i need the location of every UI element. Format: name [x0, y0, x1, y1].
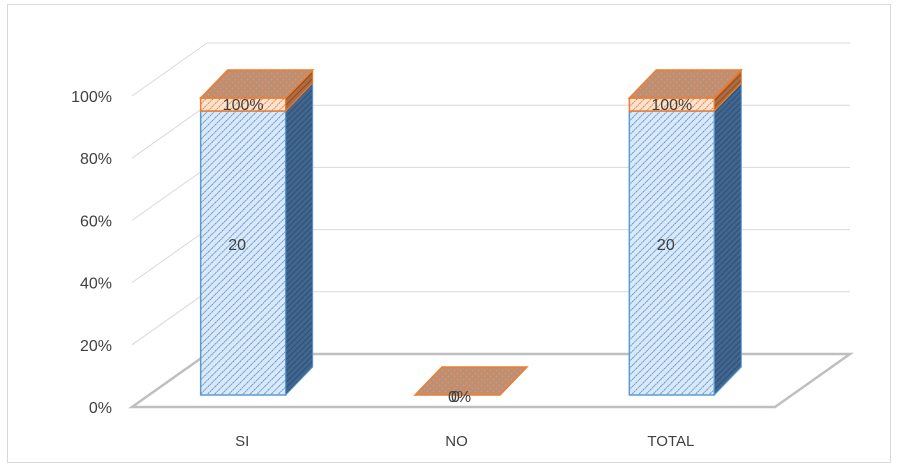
- gridline-side: [131, 291, 208, 346]
- bar-segment-blue: [628, 110, 716, 396]
- bar-group: [198, 68, 315, 397]
- y-tick-label: 60%: [80, 213, 112, 230]
- bar-top-orange: [413, 366, 529, 396]
- y-tick-label: 40%: [80, 276, 112, 293]
- bar-side-blue: [285, 81, 314, 397]
- category-axis: SI NO TOTAL: [235, 433, 694, 450]
- gridline-side: [131, 229, 208, 284]
- gridline-side: [131, 42, 208, 97]
- bar-group: [413, 366, 529, 396]
- x-category-label: NO: [445, 433, 468, 450]
- bar-segment-blue: [199, 110, 287, 396]
- bar-group: [627, 68, 744, 397]
- gridline-side: [131, 104, 208, 159]
- data-label-percent: 100%: [651, 97, 692, 114]
- bar-side-blue: [713, 81, 742, 397]
- x-category-label: TOTAL: [647, 433, 694, 450]
- y-tick-label: 100%: [71, 89, 112, 106]
- x-category-label: SI: [235, 433, 249, 450]
- data-label-count: 20: [228, 237, 246, 254]
- data-label-percent: 100%: [223, 97, 264, 114]
- gridline-side: [131, 166, 208, 221]
- y-axis-ticks: 0% 20% 40% 60% 80% 100%: [71, 89, 112, 417]
- data-label-percent: 0%: [448, 389, 471, 406]
- bar-top-orange: [627, 69, 744, 99]
- data-labels: 100% 20 0%0 100% 20: [223, 97, 693, 406]
- y-tick-label: 20%: [80, 338, 112, 355]
- bar-top-orange: [198, 69, 315, 99]
- y-tick-label: 0%: [89, 400, 112, 417]
- bars: [198, 68, 744, 397]
- data-label-count: 20: [657, 237, 675, 254]
- data-label-count: 0: [451, 389, 460, 406]
- y-tick-label: 80%: [80, 151, 112, 168]
